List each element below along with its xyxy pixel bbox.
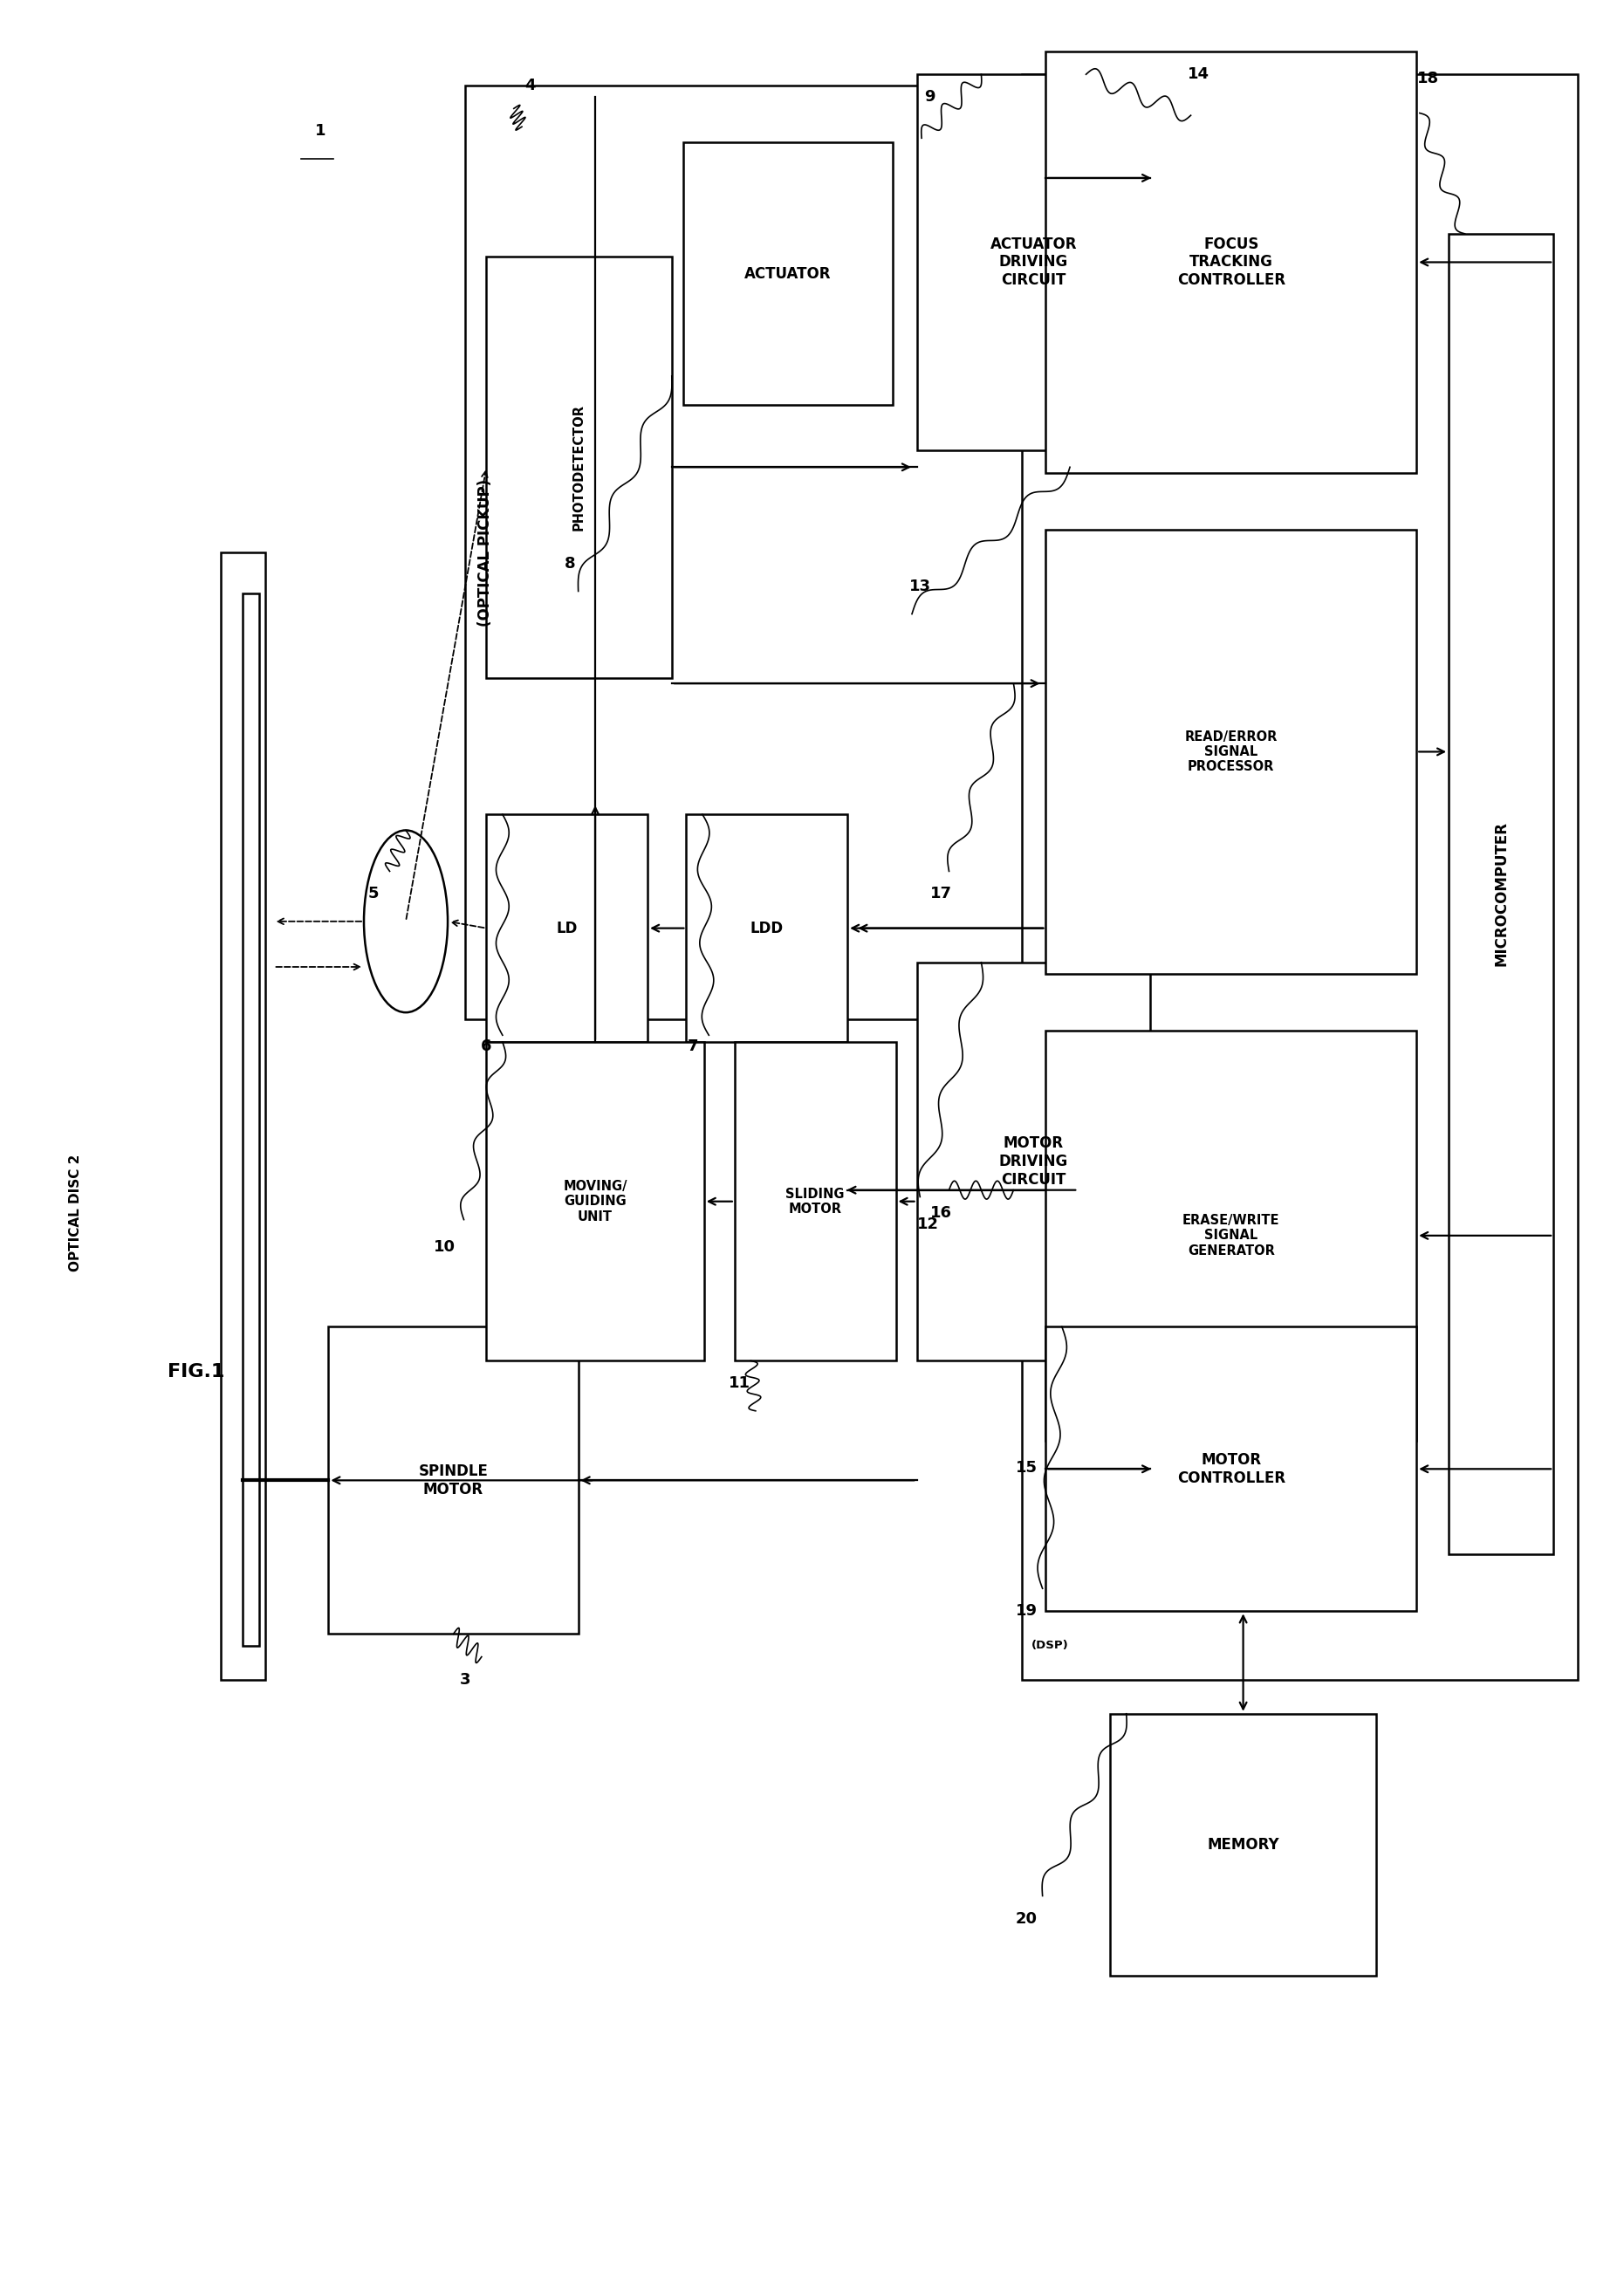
Text: SLIDING
MOTOR: SLIDING MOTOR	[786, 1188, 844, 1215]
FancyBboxPatch shape	[1046, 1328, 1416, 1611]
FancyBboxPatch shape	[918, 961, 1150, 1360]
Text: MOTOR
CONTROLLER: MOTOR CONTROLLER	[1177, 1451, 1285, 1486]
Text: LDD: LDD	[750, 920, 783, 936]
Text: 19: 19	[1015, 1602, 1038, 1618]
Text: LD: LD	[557, 920, 578, 936]
FancyBboxPatch shape	[466, 85, 1054, 1019]
FancyBboxPatch shape	[1046, 529, 1416, 973]
Text: READ/ERROR
SIGNAL
PROCESSOR: READ/ERROR SIGNAL PROCESSOR	[1184, 730, 1278, 774]
Text: 10: 10	[434, 1238, 455, 1254]
Text: FIG.1: FIG.1	[167, 1364, 224, 1380]
Text: 8: 8	[565, 556, 577, 572]
Text: 1: 1	[315, 124, 326, 140]
Text: 16: 16	[931, 1204, 952, 1220]
FancyBboxPatch shape	[1046, 1030, 1416, 1440]
Text: 15: 15	[1015, 1460, 1038, 1476]
Text: 13: 13	[909, 579, 931, 595]
Text: 7: 7	[687, 1039, 698, 1055]
Text: ACTUATOR: ACTUATOR	[744, 266, 831, 282]
Text: MOTOR
DRIVING
CIRCUIT: MOTOR DRIVING CIRCUIT	[999, 1135, 1069, 1188]
Text: 9: 9	[924, 89, 935, 105]
FancyBboxPatch shape	[328, 1328, 578, 1634]
Text: 6: 6	[481, 1039, 492, 1055]
Text: 18: 18	[1416, 71, 1439, 87]
FancyBboxPatch shape	[221, 552, 266, 1680]
Text: 14: 14	[1187, 66, 1210, 82]
FancyBboxPatch shape	[687, 815, 848, 1041]
Text: OPTICAL DISC 2: OPTICAL DISC 2	[68, 1154, 81, 1270]
FancyBboxPatch shape	[487, 815, 648, 1041]
FancyBboxPatch shape	[1111, 1714, 1376, 1975]
Text: MOVING/
GUIDING
UNIT: MOVING/ GUIDING UNIT	[564, 1179, 627, 1222]
FancyBboxPatch shape	[1021, 73, 1577, 1680]
Text: ERASE/WRITE
SIGNAL
GENERATOR: ERASE/WRITE SIGNAL GENERATOR	[1182, 1213, 1280, 1257]
Text: 20: 20	[1015, 1911, 1038, 1927]
Text: SPINDLE
MOTOR: SPINDLE MOTOR	[419, 1463, 489, 1497]
Text: 17: 17	[931, 886, 952, 902]
Text: 4: 4	[525, 78, 536, 94]
Text: 5: 5	[369, 886, 378, 902]
Text: ACTUATOR
DRIVING
CIRCUIT: ACTUATOR DRIVING CIRCUIT	[991, 236, 1077, 288]
FancyBboxPatch shape	[244, 593, 260, 1646]
Text: (OPTICAL PICKUP): (OPTICAL PICKUP)	[477, 478, 492, 627]
Text: PHOTODETECTOR: PHOTODETECTOR	[573, 403, 586, 531]
Text: FOCUS
TRACKING
CONTROLLER: FOCUS TRACKING CONTROLLER	[1177, 236, 1285, 288]
Text: 12: 12	[918, 1215, 939, 1231]
Text: (DSP): (DSP)	[1031, 1639, 1069, 1650]
FancyBboxPatch shape	[1449, 233, 1554, 1554]
FancyBboxPatch shape	[1046, 53, 1416, 474]
Ellipse shape	[364, 831, 448, 1012]
FancyBboxPatch shape	[918, 73, 1150, 451]
Text: 3: 3	[460, 1671, 471, 1687]
FancyBboxPatch shape	[487, 1041, 705, 1360]
Text: MEMORY: MEMORY	[1207, 1836, 1280, 1852]
Text: MICROCOMPUTER: MICROCOMPUTER	[1492, 822, 1509, 966]
FancyBboxPatch shape	[487, 256, 672, 678]
FancyBboxPatch shape	[684, 142, 893, 405]
Text: 11: 11	[729, 1376, 750, 1392]
FancyBboxPatch shape	[734, 1041, 896, 1360]
